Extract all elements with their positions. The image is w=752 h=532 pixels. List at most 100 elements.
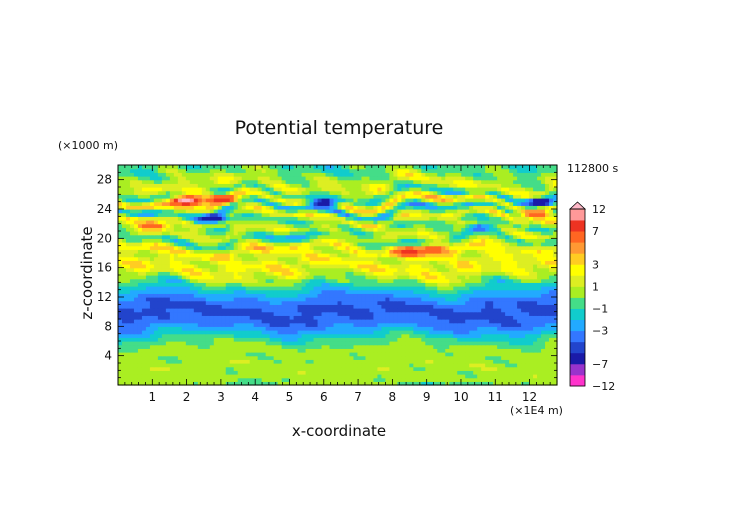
- heatmap-cell: [181, 271, 187, 276]
- heatmap-cell: [461, 374, 466, 379]
- heatmap-cell: [393, 275, 398, 280]
- heatmap-cell: [165, 377, 171, 382]
- x-unit-label: (×1E4 m): [510, 404, 563, 417]
- heatmap-cell: [441, 293, 446, 298]
- heatmap-cell: [185, 326, 191, 331]
- heatmap-cell: [317, 253, 323, 258]
- heatmap-cell: [481, 308, 486, 313]
- heatmap-cell: [325, 366, 331, 371]
- heatmap-cell: [517, 326, 522, 331]
- heatmap-cell: [329, 355, 335, 360]
- heatmap-cell: [389, 366, 394, 371]
- heatmap-cell: [293, 381, 299, 386]
- heatmap-cell: [505, 333, 510, 338]
- heatmap-cell: [165, 278, 171, 283]
- heatmap-cell: [118, 370, 123, 375]
- heatmap-cell: [345, 256, 351, 261]
- heatmap-cell: [333, 227, 339, 232]
- heatmap-cell: [541, 249, 546, 254]
- heatmap-cell: [281, 322, 287, 327]
- heatmap-cell: [205, 227, 211, 232]
- heatmap-cell: [453, 238, 458, 243]
- heatmap-cell: [525, 377, 530, 382]
- heatmap-cell: [409, 308, 414, 313]
- heatmap-cell: [405, 322, 410, 327]
- heatmap-cell: [505, 271, 510, 276]
- heatmap-cell: [377, 374, 382, 379]
- heatmap-cell: [433, 253, 438, 258]
- heatmap-cell: [153, 297, 159, 302]
- heatmap-cell: [401, 319, 406, 324]
- heatmap-cell: [241, 363, 247, 368]
- heatmap-cell: [453, 381, 458, 386]
- heatmap-cell: [521, 256, 526, 261]
- heatmap-cell: [397, 231, 402, 236]
- heatmap-cell: [229, 293, 235, 298]
- heatmap-cell: [121, 264, 127, 269]
- heatmap-cell: [253, 337, 259, 342]
- heatmap-cell: [317, 267, 323, 272]
- heatmap-cell: [409, 381, 414, 386]
- heatmap-cell: [513, 315, 518, 320]
- heatmap-cell: [553, 242, 558, 247]
- heatmap-cell: [133, 242, 139, 247]
- heatmap-cell: [357, 326, 363, 331]
- heatmap-cell: [469, 260, 474, 265]
- heatmap-cell: [361, 227, 367, 232]
- heatmap-cell: [157, 256, 163, 261]
- heatmap-cell: [553, 381, 558, 386]
- heatmap-cell: [473, 333, 478, 338]
- heatmap-cell: [381, 308, 386, 313]
- heatmap-cell: [293, 355, 299, 360]
- heatmap-cell: [301, 304, 307, 309]
- heatmap-cell: [429, 359, 434, 364]
- heatmap-cell: [457, 286, 462, 291]
- heatmap-cell: [489, 363, 494, 368]
- heatmap-cell: [261, 337, 267, 342]
- heatmap-cell: [253, 374, 259, 379]
- heatmap-cell: [241, 322, 247, 327]
- heatmap-cell: [165, 370, 171, 375]
- heatmap-cell: [269, 326, 275, 331]
- heatmap-cell: [469, 333, 474, 338]
- heatmap-cell: [325, 264, 331, 269]
- heatmap-cell: [341, 227, 347, 232]
- heatmap-cell: [501, 286, 506, 291]
- heatmap-cell: [153, 238, 159, 243]
- heatmap-cell: [217, 234, 223, 239]
- heatmap-cell: [201, 227, 207, 232]
- heatmap-cell: [289, 348, 295, 353]
- heatmap-cell: [165, 286, 171, 291]
- heatmap-cell: [449, 374, 454, 379]
- heatmap-cell: [285, 326, 291, 331]
- heatmap-cell: [293, 289, 299, 294]
- heatmap-cell: [161, 245, 167, 250]
- heatmap-cell: [441, 326, 446, 331]
- heatmap-cell: [485, 253, 490, 258]
- heatmap-cell: [265, 264, 271, 269]
- heatmap-cell: [281, 330, 287, 335]
- heatmap-cell: [445, 223, 450, 228]
- heatmap-cell: [118, 374, 123, 379]
- heatmap-cell: [181, 381, 187, 386]
- heatmap-cell: [525, 315, 530, 320]
- heatmap-cell: [305, 304, 311, 309]
- heatmap-cell: [505, 245, 510, 250]
- heatmap-cell: [433, 223, 438, 228]
- heatmap-cell: [221, 304, 227, 309]
- heatmap-cell: [189, 264, 195, 269]
- heatmap-cell: [133, 293, 139, 298]
- heatmap-cell: [213, 249, 219, 254]
- heatmap-cell: [205, 275, 211, 280]
- heatmap-cell: [497, 370, 502, 375]
- heatmap-cell: [469, 286, 474, 291]
- heatmap-cell: [537, 348, 542, 353]
- heatmap-cell: [197, 282, 203, 287]
- heatmap-cell: [381, 260, 386, 265]
- heatmap-cell: [461, 297, 466, 302]
- heatmap-cell: [333, 300, 339, 305]
- heatmap-cell: [149, 260, 155, 265]
- heatmap-cell: [365, 223, 371, 228]
- heatmap-cell: [513, 245, 518, 250]
- heatmap-cell: [517, 267, 522, 272]
